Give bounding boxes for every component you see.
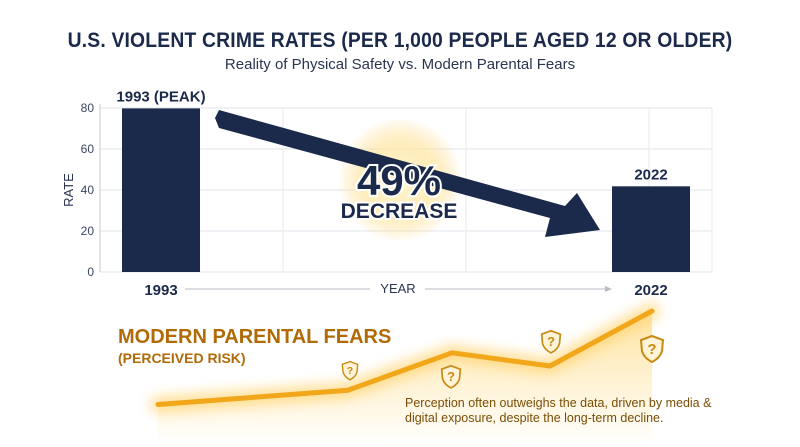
shield-question-icon: ? (341, 360, 359, 381)
svg-text:?: ? (547, 334, 555, 349)
decrease-percent: 49% (357, 157, 441, 204)
svg-text:?: ? (647, 341, 656, 358)
x-axis-label: YEAR (380, 281, 415, 296)
bar-2022 (612, 186, 690, 272)
y-tick-label: 60 (81, 142, 95, 156)
svg-text:?: ? (447, 369, 455, 384)
shield-question-icon: ? (639, 334, 665, 364)
fears-trend: ???? (150, 303, 665, 447)
shield-question-icon: ? (540, 329, 562, 354)
fears-line (155, 308, 655, 407)
x-category-1993: 1993 (144, 282, 177, 299)
bar-label-1993: 1993 (PEAK) (116, 88, 205, 105)
x-axis-categories: 1993 2022 (144, 282, 667, 299)
y-tick-label: 0 (87, 265, 94, 279)
decrease-arrow (215, 110, 600, 237)
fears-note: Perception often outweighs the data, dri… (405, 396, 712, 425)
y-tick-label: 40 (81, 183, 95, 197)
bars: 1993 (PEAK) 2022 (116, 88, 690, 272)
grid (99, 104, 713, 273)
chart-subtitle: Reality of Physical Safety vs. Modern Pa… (224, 56, 576, 73)
fears-area (158, 311, 652, 447)
fears-subtitle: (PERCEIVED RISK) (118, 350, 246, 366)
shield-question-icon: ? (440, 364, 462, 389)
chart-title: U.S. VIOLENT CRIME RATES (PER 1,000 PEOP… (67, 29, 733, 52)
y-tick-label: 80 (81, 101, 95, 115)
y-axis-ticks: 0 20 40 60 80 (81, 101, 95, 279)
bar-1993 (122, 108, 200, 272)
x-category-2022: 2022 (634, 282, 667, 299)
svg-text:?: ? (347, 365, 353, 377)
bar-label-2022: 2022 (634, 166, 667, 183)
y-axis-label: RATE (61, 173, 76, 207)
fears-title: MODERN PARENTAL FEARS (118, 326, 392, 348)
y-tick-label: 20 (81, 224, 95, 238)
annotation-glow (338, 118, 462, 242)
x-axis-arrowhead (605, 286, 612, 292)
decrease-word: DECREASE (341, 200, 458, 223)
